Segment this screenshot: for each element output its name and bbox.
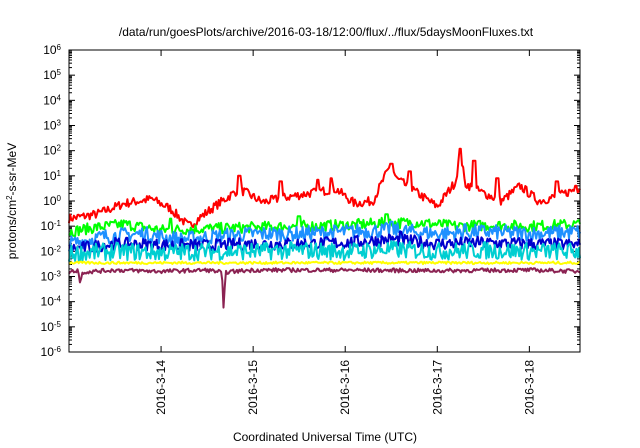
x-tick-label: 2016-3-18 xyxy=(522,360,536,415)
y-tick-label: 102 xyxy=(43,143,61,158)
plot-frame xyxy=(68,49,581,353)
y-tick-label: 104 xyxy=(43,93,61,108)
y-tick-label: 10-4 xyxy=(41,294,62,309)
series-line-6 xyxy=(68,260,581,266)
y-tick-label: 105 xyxy=(43,68,61,83)
y-tick-label: 10-6 xyxy=(41,345,62,360)
y-tick-label: 10-5 xyxy=(41,319,62,334)
y-tick-label: 10-3 xyxy=(41,269,62,284)
x-tick-label: 2016-3-17 xyxy=(430,360,444,415)
series-group xyxy=(68,147,581,309)
y-axis-label-pre: protons/cm xyxy=(5,200,19,259)
y-tick-label: 100 xyxy=(43,194,61,209)
x-axis-label: Coordinated Universal Time (UTC) xyxy=(233,430,417,444)
y-axis-label-sup: 2 xyxy=(5,195,14,200)
y-tick-label: 103 xyxy=(43,118,61,133)
y-axis-ticks: 10-6 10-5 10-4 10-3 10-2 10-1 100 101 102 103 104 1… xyxy=(41,43,580,360)
x-axis-ticks: 2016-3-14 2016-3-15 2016-3-16 2016-3-17 2016… xyxy=(154,50,536,415)
y-tick-label: 106 xyxy=(43,43,61,58)
x-tick-label: 2016-3-16 xyxy=(338,360,352,415)
y-tick-label: 10-2 xyxy=(41,244,62,258)
x-tick-label: 2016-3-15 xyxy=(246,360,260,415)
x-tick-label: 2016-3-14 xyxy=(154,360,168,415)
y-tick-label: 101 xyxy=(43,168,61,183)
chart-title: /data/run/goesPlots/archive/2016-03-18/1… xyxy=(119,25,534,39)
y-tick-label: 10-1 xyxy=(41,219,62,234)
y-axis-label-post: -s-sr-MeV xyxy=(5,143,19,196)
series-line-1 xyxy=(68,147,581,229)
series-line-5 xyxy=(68,240,581,263)
y-axis-label: protons/cm2-s-sr-MeV xyxy=(5,143,20,259)
series-line-7 xyxy=(68,267,581,309)
